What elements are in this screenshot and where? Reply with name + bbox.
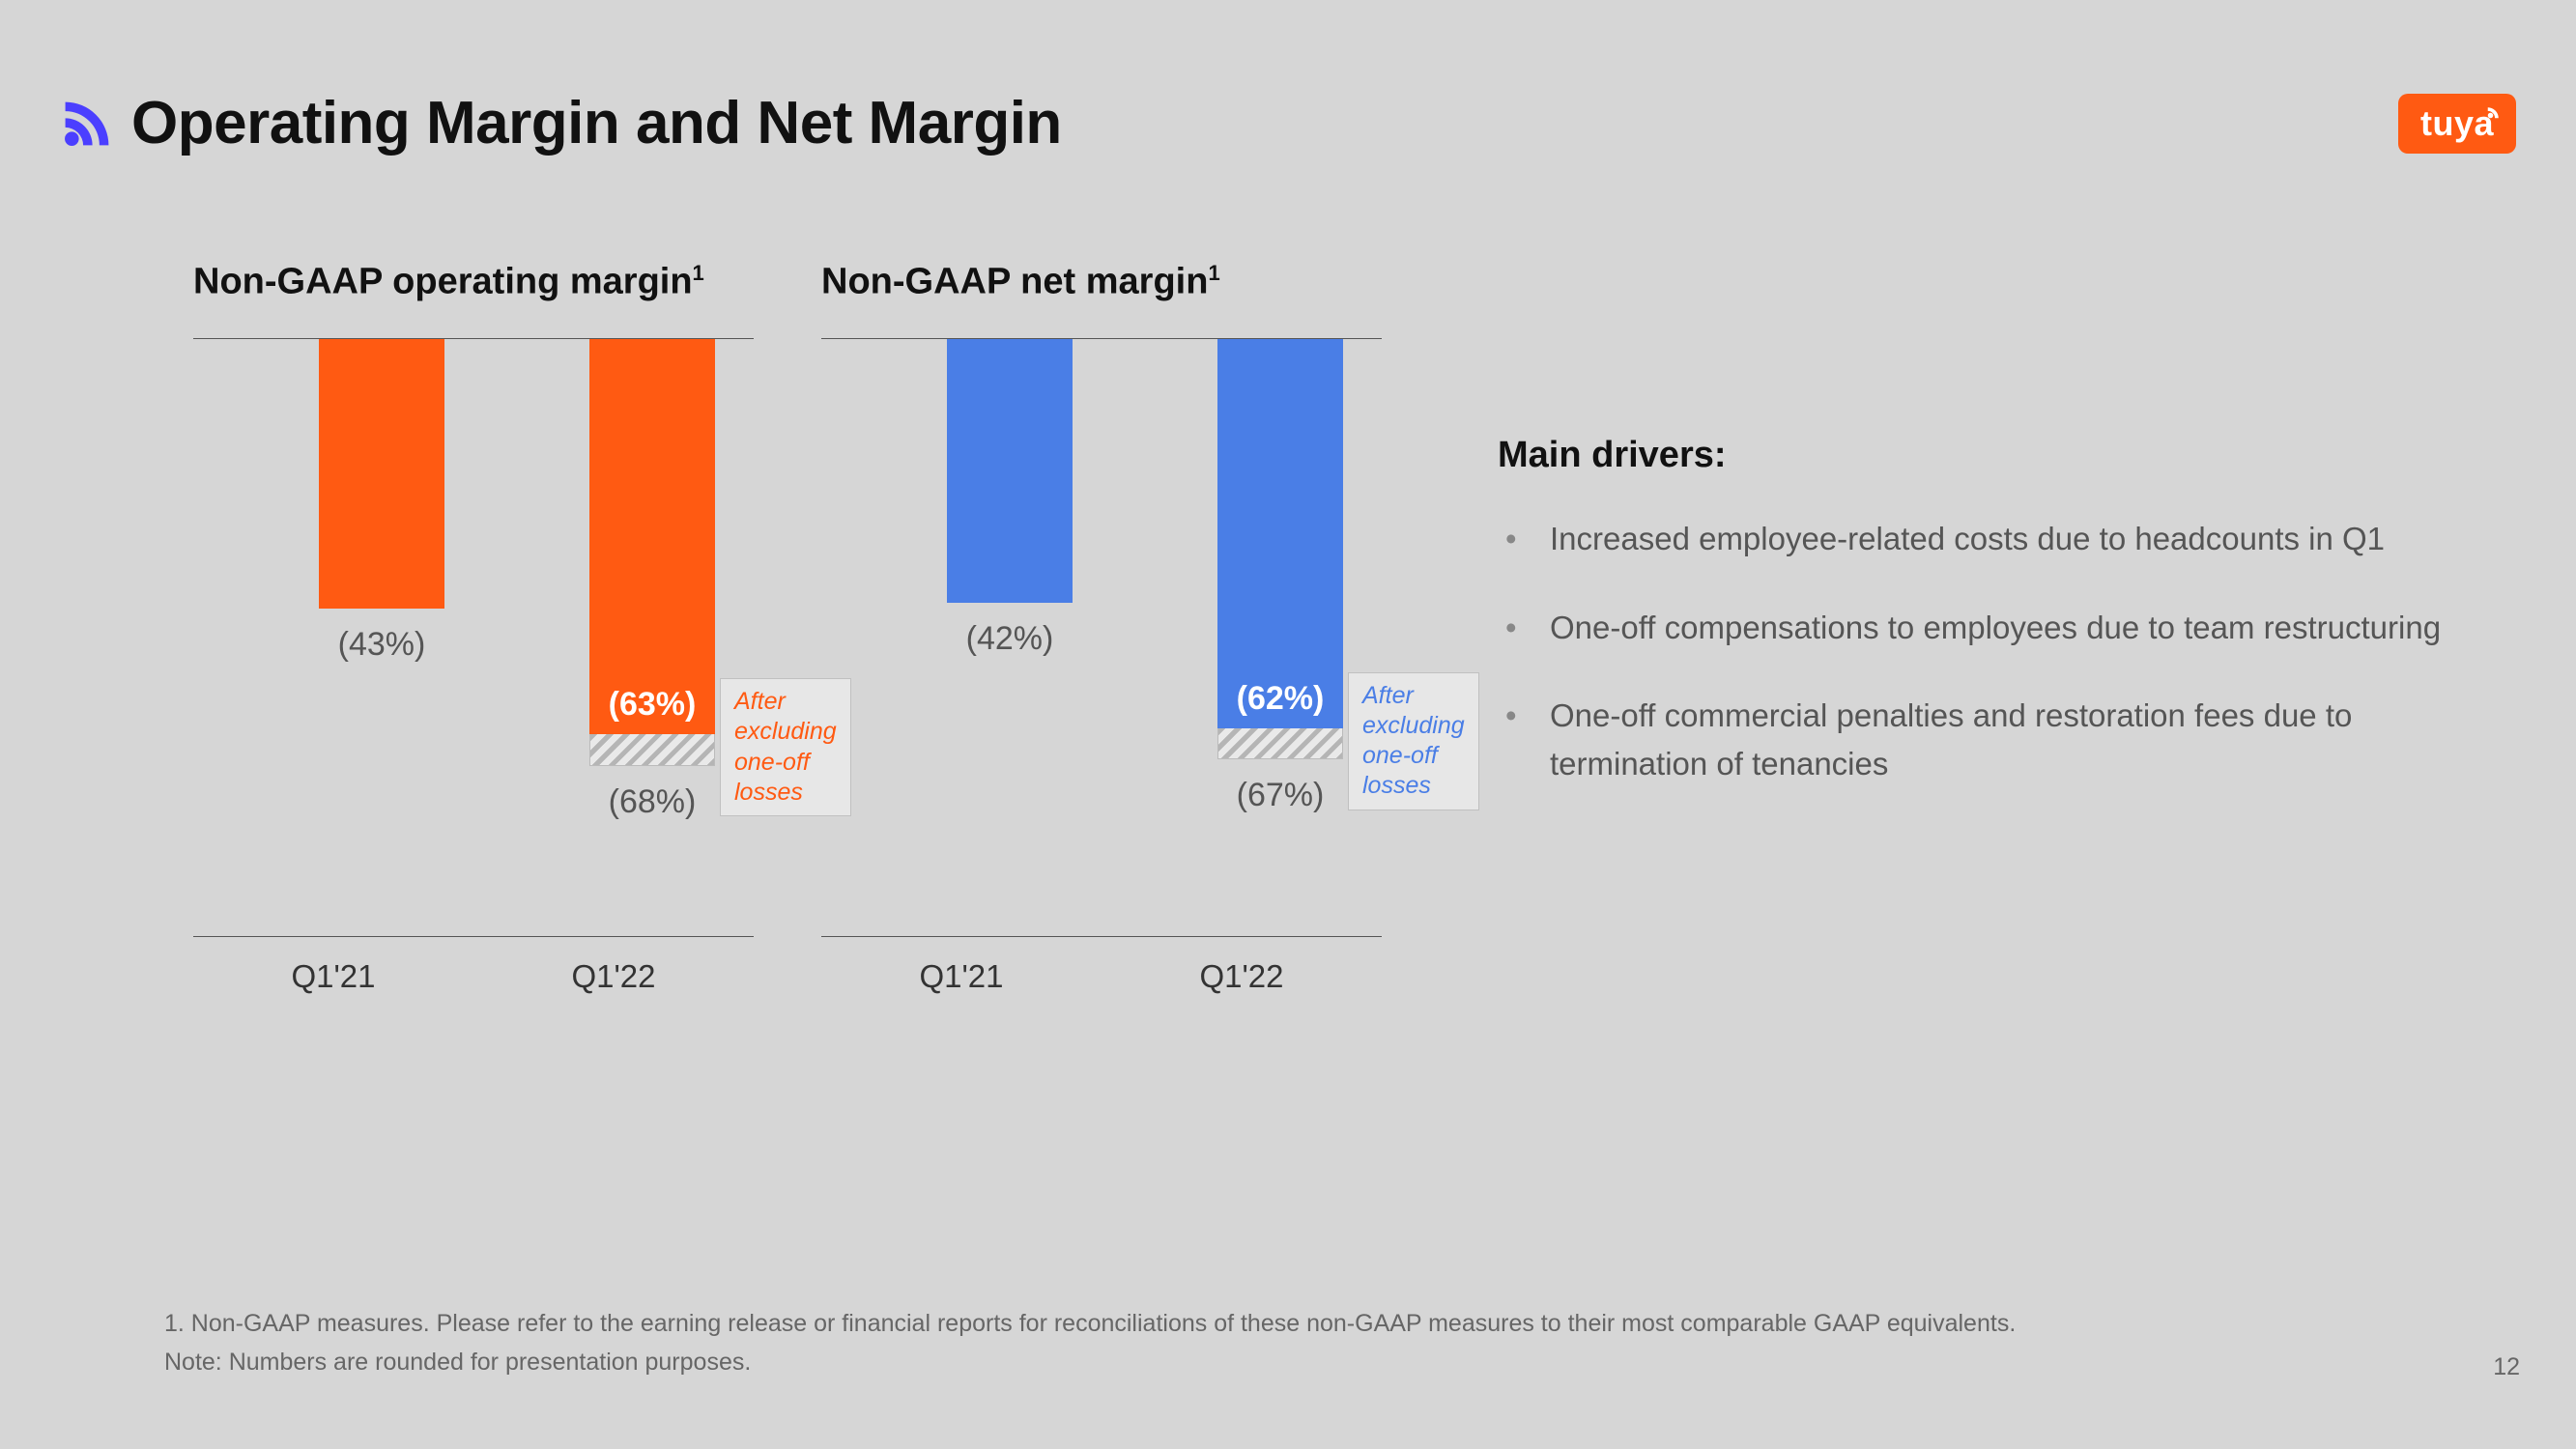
drivers-list: Increased employee-related costs due to … [1498,515,2460,787]
x-label: Q1'21 [291,958,375,995]
bar-value-label: (43%) [338,626,426,664]
bar-value-label: (67%) [1237,777,1325,814]
chart-title: Non-GAAP net margin1 [821,261,1382,303]
chart-operating-margin: Non-GAAP operating margin1 (43%) (63%)Aft… [193,261,754,995]
bar-group: (63%)After excluding one-off losses (68%) [551,339,754,821]
bar-stack [319,339,444,610]
footnote-line: 1. Non-GAAP measures. Please refer to th… [164,1304,2383,1343]
bar-primary [589,339,715,735]
bar-value-label: (42%) [966,620,1054,658]
bar-group: (42%) [908,339,1111,658]
driver-item: Increased employee-related costs due to … [1498,515,2460,563]
driver-item: One-off commercial penalties and restora… [1498,692,2460,787]
brand-logo: tuya [2398,94,2516,154]
charts-container: Non-GAAP operating margin1 (43%)(63%)Aft… [193,261,1382,995]
x-label: Q1'21 [919,958,1003,995]
content-row: Non-GAAP operating margin1 (43%)(63%)Aft… [193,261,2460,995]
slide: Operating Margin and Net Margin tuya Non… [0,0,2576,1449]
chart-title-sup: 1 [693,261,704,285]
bar-primary [1217,339,1343,728]
x-label: Q1'22 [1199,958,1283,995]
chart-title-sup: 1 [1208,261,1219,285]
drivers-title: Main drivers: [1498,435,2460,476]
chart-area: (42%) (62%)After excluding one-off losses… [821,338,1382,937]
x-axis-labels: Q1'21 Q1'22 [821,958,1382,995]
chart-title-text: Non-GAAP net margin [821,262,1208,302]
axis-bottom [193,936,754,937]
bar-excluded-hatch [1217,728,1343,760]
page-title: Operating Margin and Net Margin [131,89,1062,157]
bar-group: (43%) [280,339,483,665]
page-number: 12 [2493,1353,2520,1381]
wifi-icon [2485,99,2506,121]
bar-value-inside: (62%) [1237,680,1325,718]
chart-net-margin: Non-GAAP net margin1 (42%) (62%)After exc… [821,261,1382,995]
callout-box: After excluding one-off losses [1348,672,1479,810]
signal-icon [60,97,114,151]
drivers-panel: Main drivers: Increased employee-related… [1498,261,2460,995]
header: Operating Margin and Net Margin tuya [60,89,2516,157]
bar-excluded-hatch [589,734,715,766]
axis-bottom [821,936,1382,937]
x-axis-labels: Q1'21 Q1'22 [193,958,754,995]
chart-title: Non-GAAP operating margin1 [193,261,754,303]
brand-logo-text: tuya [2420,103,2494,144]
bar-value-inside: (63%) [609,686,697,724]
bar-primary [947,339,1073,603]
chart-area: (43%) (63%)After excluding one-off losses… [193,338,754,937]
bar-value-label: (68%) [609,783,697,821]
footnote-line: Note: Numbers are rounded for presentati… [164,1343,2383,1381]
bar-stack: (62%)After excluding one-off losses [1217,339,1343,760]
bar-stack [947,339,1073,603]
bar-stack: (63%)After excluding one-off losses [589,339,715,766]
bar-group: (62%)After excluding one-off losses (67%) [1179,339,1382,815]
title-wrap: Operating Margin and Net Margin [60,89,1062,157]
footnotes: 1. Non-GAAP measures. Please refer to th… [164,1304,2383,1381]
chart-title-text: Non-GAAP operating margin [193,262,693,302]
x-label: Q1'22 [571,958,655,995]
driver-item: One-off compensations to employees due t… [1498,604,2460,652]
bar-primary [319,339,444,610]
